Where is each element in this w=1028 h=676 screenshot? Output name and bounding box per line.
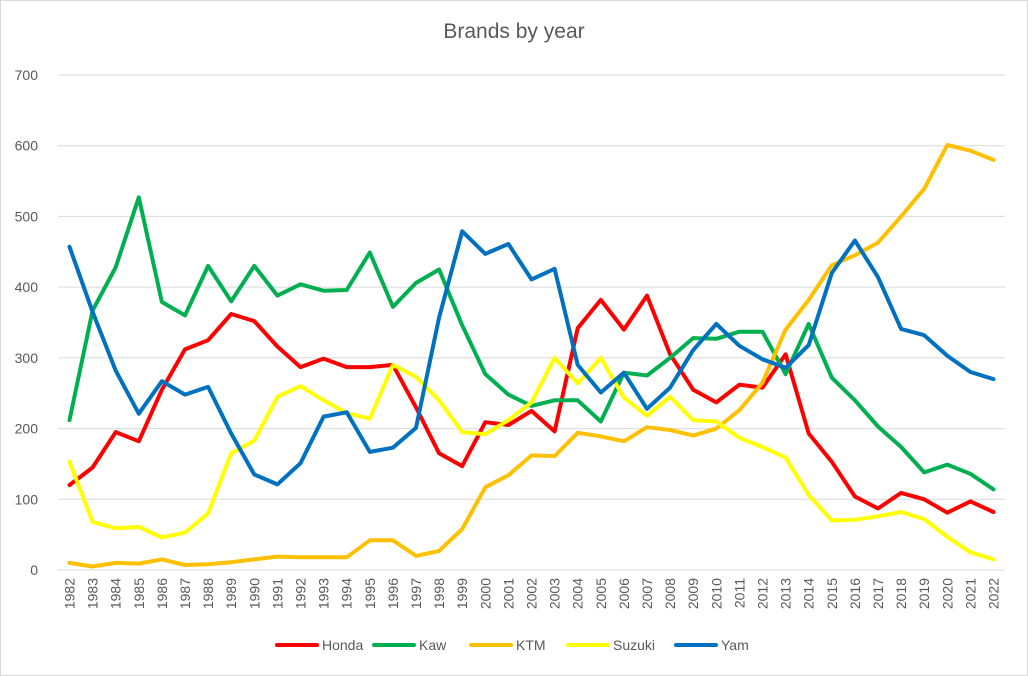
- x-tick-label: 2020: [939, 578, 955, 609]
- x-tick-label: 2005: [593, 578, 609, 609]
- legend-label-kaw: Kaw: [419, 637, 447, 653]
- y-tick-label: 500: [15, 208, 39, 224]
- x-tick-label: 2011: [731, 578, 747, 608]
- series-line-honda: [67, 293, 996, 515]
- x-tick-label: 2021: [962, 578, 978, 609]
- x-tick-label: 2013: [778, 578, 794, 609]
- x-tick-label: 2004: [570, 578, 586, 609]
- y-tick-label: 300: [15, 350, 39, 366]
- x-tick-label: 2014: [801, 578, 817, 609]
- legend-label-honda: Honda: [322, 637, 363, 653]
- series-lines: [67, 143, 996, 569]
- x-tick-label: 2009: [685, 578, 701, 609]
- x-tick-label: 2015: [824, 578, 840, 609]
- x-tick-label: 2006: [616, 578, 632, 609]
- y-tick-label: 100: [15, 491, 39, 507]
- x-tick-label: 1994: [339, 578, 355, 609]
- x-tick-label: 2007: [639, 578, 655, 609]
- x-tick-label: 1985: [131, 578, 147, 609]
- series-line-yam: [67, 229, 996, 487]
- x-tick-label: 1993: [316, 578, 332, 609]
- series-line-suzuki: [67, 355, 996, 562]
- x-tick-label: 2017: [870, 578, 886, 609]
- y-tick-label: 700: [15, 67, 39, 83]
- x-tick-label: 1995: [362, 578, 378, 609]
- x-tick-label: 1983: [85, 578, 101, 609]
- x-tick-label: 1987: [177, 578, 193, 609]
- x-tick-label: 1998: [431, 578, 447, 609]
- x-tick-label: 2000: [477, 578, 493, 609]
- x-tick-label: 1996: [385, 578, 401, 609]
- y-tick-label: 0: [30, 562, 38, 578]
- y-tick-label: 600: [15, 138, 39, 154]
- x-tick-label: 2018: [893, 578, 909, 609]
- x-tick-label: 1992: [293, 578, 309, 609]
- legend-label-suzuki: Suzuki: [613, 637, 655, 653]
- x-tick-label: 2001: [500, 578, 516, 609]
- x-tick-label: 2019: [916, 578, 932, 609]
- x-tick-label: 1999: [454, 578, 470, 609]
- x-tick-label: 1997: [408, 578, 424, 609]
- x-tick-label: 2003: [547, 578, 563, 609]
- x-tick-label: 2012: [754, 578, 770, 609]
- gridlines: [58, 74, 1005, 571]
- x-tick-label: 2002: [524, 578, 540, 609]
- series-line-kaw: [67, 195, 996, 492]
- x-tick-label: 1988: [200, 578, 216, 609]
- x-tick-label: 1989: [223, 578, 239, 609]
- x-tick-label: 1990: [246, 578, 262, 609]
- x-tick-label: 1986: [154, 578, 170, 609]
- x-tick-label: 1984: [108, 578, 124, 609]
- x-tick-label: 2016: [847, 578, 863, 609]
- y-tick-label: 400: [15, 279, 39, 295]
- legend-label-ktm: KTM: [516, 637, 546, 653]
- x-tick-label: 2008: [662, 578, 678, 609]
- chart-title: Brands by year: [443, 20, 585, 43]
- x-axis-ticks: 1982 1983 1984 1985 1986 1987 1988 1989 1990 1991…: [62, 578, 1002, 609]
- x-tick-label: 1991: [269, 578, 285, 609]
- legend-label-yam: Yam: [721, 637, 749, 653]
- y-axis-ticks: 0 100 200 300 400 500 600 700: [15, 67, 39, 578]
- x-tick-label: 2010: [708, 578, 724, 609]
- x-tick-label: 1982: [62, 578, 78, 609]
- series-line-ktm: [67, 143, 996, 569]
- x-tick-label: 2022: [985, 578, 1001, 609]
- y-tick-label: 200: [15, 421, 39, 437]
- legend: Honda Kaw KTM Suzuki Yam: [275, 637, 749, 653]
